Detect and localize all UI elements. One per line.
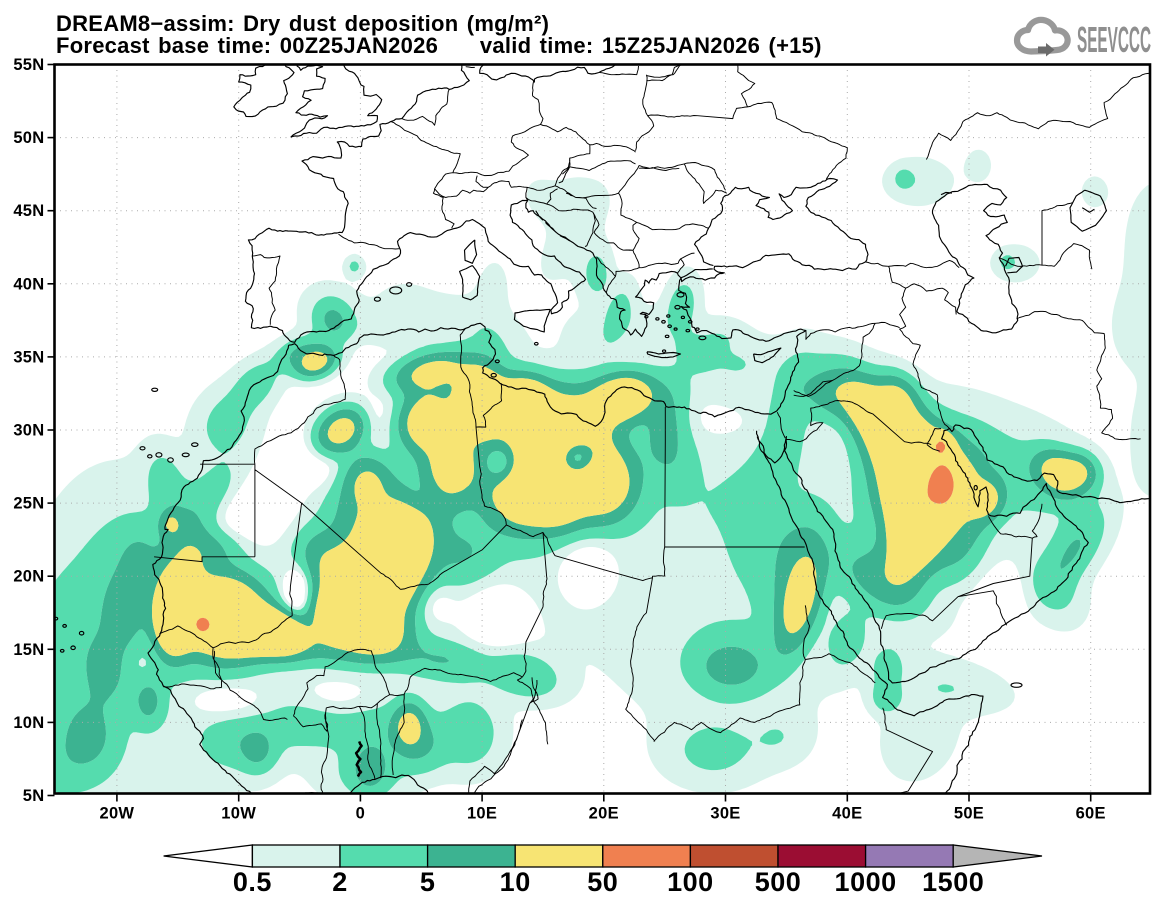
svg-text:20N: 20N xyxy=(13,568,44,586)
svg-text:25N: 25N xyxy=(13,495,44,513)
svg-text:Forecast base time: 00Z25JAN20: Forecast base time: 00Z25JAN2026 valid t… xyxy=(56,33,822,58)
svg-text:5: 5 xyxy=(420,867,436,897)
svg-text:0.5: 0.5 xyxy=(233,867,272,897)
svg-text:30E: 30E xyxy=(710,805,740,823)
svg-text:10N: 10N xyxy=(13,714,44,732)
svg-text:35N: 35N xyxy=(13,348,44,366)
svg-text:1500: 1500 xyxy=(922,867,984,897)
svg-text:45N: 45N xyxy=(13,202,44,220)
svg-text:100: 100 xyxy=(667,867,714,897)
svg-text:60E: 60E xyxy=(1076,805,1106,823)
svg-text:20E: 20E xyxy=(589,805,619,823)
svg-text:50E: 50E xyxy=(954,805,984,823)
svg-text:40E: 40E xyxy=(832,805,862,823)
svg-text:10W: 10W xyxy=(221,805,256,823)
svg-text:50N: 50N xyxy=(13,129,44,147)
svg-text:500: 500 xyxy=(755,867,802,897)
svg-text:0: 0 xyxy=(356,805,365,823)
svg-text:20W: 20W xyxy=(99,805,134,823)
svg-text:10: 10 xyxy=(500,867,531,897)
svg-text:15N: 15N xyxy=(13,641,44,659)
svg-text:SEEVCCC: SEEVCCC xyxy=(1077,19,1151,60)
svg-text:40N: 40N xyxy=(13,275,44,293)
svg-text:2: 2 xyxy=(332,867,348,897)
svg-text:1000: 1000 xyxy=(835,867,897,897)
svg-text:5N: 5N xyxy=(23,787,45,805)
svg-text:55N: 55N xyxy=(13,56,44,74)
svg-text:30N: 30N xyxy=(13,422,44,440)
svg-text:10E: 10E xyxy=(467,805,497,823)
svg-text:DREAM8−assim: Dry dust deposit: DREAM8−assim: Dry dust deposition (mg/m²… xyxy=(56,11,549,36)
svg-text:50: 50 xyxy=(587,867,618,897)
